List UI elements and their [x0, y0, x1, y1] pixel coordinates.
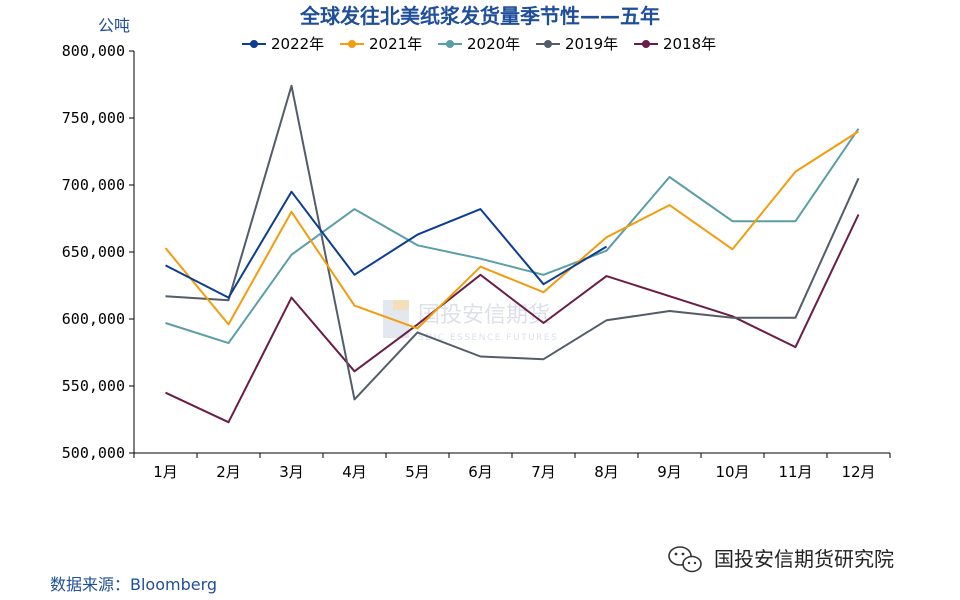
legend-item-2021: 2021年	[340, 35, 422, 53]
legend-swatch-marker	[250, 40, 258, 48]
x-tick-label: 1月	[153, 463, 178, 481]
legend-swatch-marker	[642, 40, 650, 48]
axes: 500,000 550,000 600,000 650,000 700,000 750,0…	[62, 42, 891, 481]
x-tick-label: 11月	[778, 463, 812, 481]
x-tick-label: 8月	[594, 463, 619, 481]
series-line-2022	[165, 190, 608, 299]
series-line-2019	[165, 84, 860, 401]
x-tick-label: 6月	[468, 463, 493, 481]
y-tick-label: 750,000	[62, 109, 125, 127]
brand-block: 国投安信期货研究院	[668, 546, 894, 573]
legend: 2022年 2021年 2020年 2019年 2018年	[242, 35, 716, 53]
series-line-2021	[164, 130, 860, 330]
series-layer	[164, 84, 860, 424]
watermark-en: SDIC ESSENCE FUTURES	[418, 333, 558, 343]
legend-item-2020: 2020年	[438, 35, 520, 53]
x-tick-label: 10月	[715, 463, 749, 481]
legend-swatch-marker	[446, 40, 454, 48]
y-tick-label: 700,000	[62, 176, 125, 194]
legend-item-2019: 2019年	[536, 35, 618, 53]
x-tick-label: 9月	[657, 463, 682, 481]
y-tick-label: 500,000	[62, 444, 125, 462]
legend-label: 2018年	[663, 35, 716, 53]
x-tick-label: 12月	[841, 463, 875, 481]
legend-swatch-marker	[348, 40, 356, 48]
legend-label: 2022年	[271, 35, 324, 53]
y-tick-label: 550,000	[62, 377, 125, 395]
x-tick-label: 7月	[531, 463, 556, 481]
x-tick-label: 2月	[216, 463, 241, 481]
wechat-icon	[668, 546, 702, 573]
series-line-2020	[165, 128, 860, 345]
legend-swatch-marker	[544, 40, 552, 48]
legend-label: 2019年	[565, 35, 618, 53]
y-tick-label: 650,000	[62, 243, 125, 261]
y-tick-label: 600,000	[62, 310, 125, 328]
unit-label: 公吨	[98, 16, 130, 35]
chart-title: 全球发往北美纸浆发货量季节性——五年	[299, 4, 660, 28]
watermark-logo-mark-accent	[393, 300, 409, 310]
series-line-2018	[165, 214, 860, 424]
legend-item-2022: 2022年	[242, 35, 324, 53]
watermark-cn: 国投安信期货	[418, 303, 550, 328]
watermark: 国投安信期货 SDIC ESSENCE FUTURES	[383, 300, 558, 343]
legend-label: 2020年	[467, 35, 520, 53]
brand-name: 国投安信期货研究院	[714, 547, 894, 571]
legend-label: 2021年	[369, 35, 422, 53]
source-note: 数据来源：Bloomberg	[50, 575, 217, 594]
legend-item-2018: 2018年	[634, 35, 716, 53]
x-tick-label: 3月	[279, 463, 304, 481]
y-tick-label: 800,000	[62, 42, 125, 60]
x-tick-label: 5月	[405, 463, 430, 481]
x-tick-label: 4月	[342, 463, 367, 481]
